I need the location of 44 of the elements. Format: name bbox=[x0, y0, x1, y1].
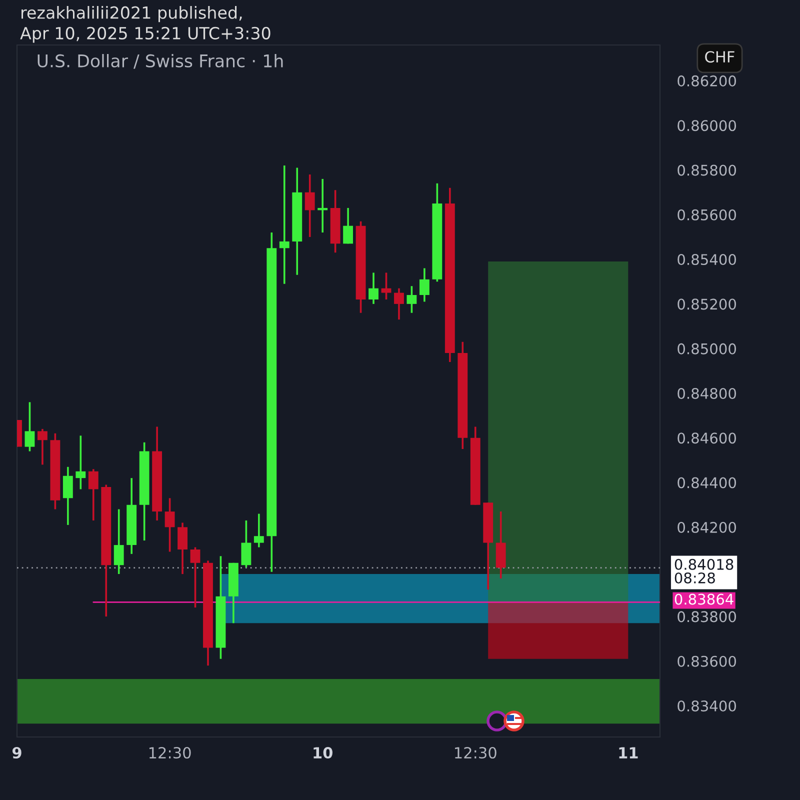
x-tick-label: 12:30 bbox=[149, 746, 191, 759]
candlestick bbox=[114, 508, 124, 575]
x-tick-label: 10 bbox=[314, 746, 332, 759]
candlestick bbox=[38, 428, 48, 466]
y-tick-label: 0.84600 bbox=[678, 432, 736, 444]
candlestick bbox=[62, 466, 73, 526]
y-tick-label: 0.84800 bbox=[678, 388, 736, 399]
y-tick-label: 0.83600 bbox=[678, 656, 736, 667]
y-tick-label: 0.85600 bbox=[678, 209, 736, 220]
candlestick bbox=[343, 207, 354, 245]
ref-line-label: 0.84018 08:28 bbox=[674, 558, 734, 584]
x-tick-label: 9 bbox=[12, 747, 22, 759]
candlestick bbox=[368, 272, 378, 305]
y-tick-label: 0.86000 bbox=[678, 120, 736, 132]
chart-title: U.S. Dollar / Swiss Franc · 1h bbox=[38, 54, 283, 69]
candlestick bbox=[406, 285, 417, 314]
candlestick bbox=[279, 164, 290, 285]
candlestick bbox=[394, 287, 404, 320]
y-tick-label: 0.84400 bbox=[678, 477, 736, 488]
y-tick-label: 0.84200 bbox=[678, 522, 736, 533]
candlestick bbox=[318, 178, 328, 234]
candlestick bbox=[190, 546, 200, 608]
candlestick bbox=[76, 434, 86, 490]
candlestick bbox=[164, 497, 175, 553]
y-tick-label: 0.86200 bbox=[678, 75, 736, 86]
y-tick-label: 0.85000 bbox=[678, 343, 736, 354]
candlestick bbox=[254, 512, 264, 548]
candlestick bbox=[178, 522, 188, 575]
y-tick-label: 0.83800 bbox=[678, 611, 736, 622]
candlestick bbox=[419, 267, 430, 303]
y-tick-label: 0.83400 bbox=[678, 700, 736, 712]
candlestick bbox=[24, 401, 35, 452]
y-tick-label: 0.85400 bbox=[678, 254, 736, 266]
x-tick-label: 12:30 bbox=[455, 746, 496, 759]
text: rezakhalilii2021 published, Apr 10, 2025 15:21 UTC+3:30 bbox=[20, 6, 270, 43]
candlestick bbox=[241, 520, 252, 568]
candlestick bbox=[381, 272, 392, 300]
candlestick bbox=[88, 468, 98, 522]
candlestick bbox=[304, 174, 315, 238]
y-axis-title: CHF bbox=[705, 51, 734, 63]
x-tick-label: 11 bbox=[619, 747, 638, 758]
y-tick-label: 0.85200 bbox=[678, 298, 736, 310]
y-tick-label: 0.85800 bbox=[678, 164, 736, 176]
series-label: 0.83864 bbox=[674, 594, 734, 605]
